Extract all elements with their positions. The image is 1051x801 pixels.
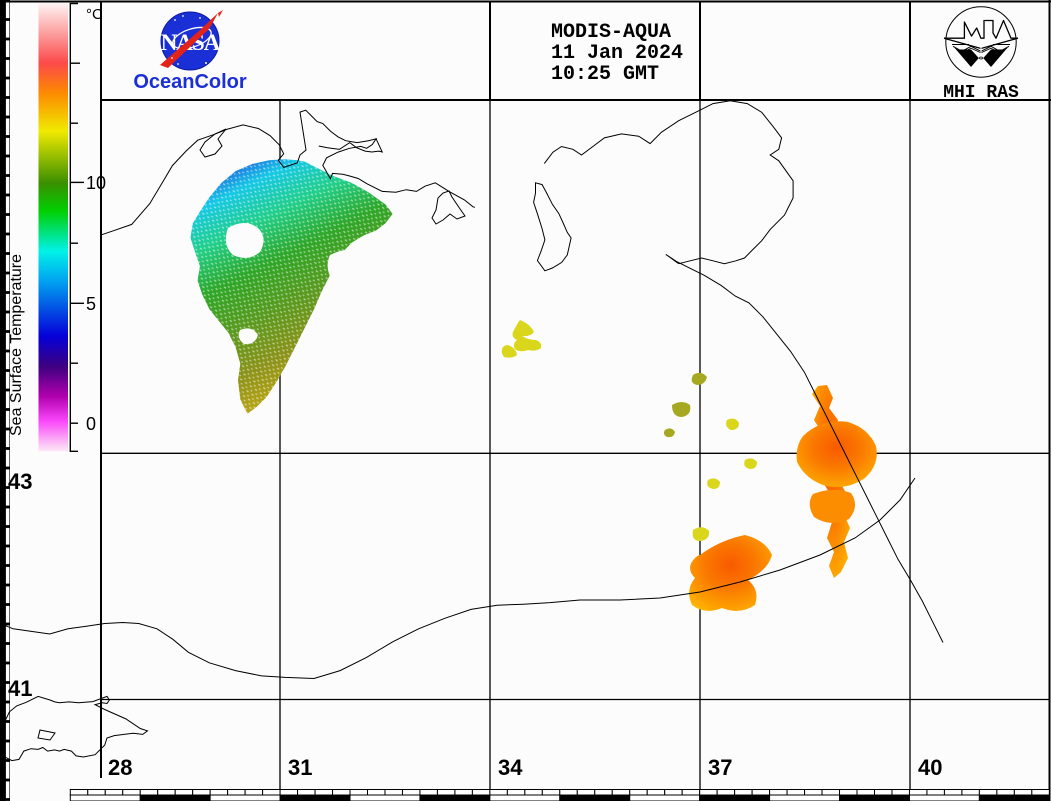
- svg-text:41: 41: [8, 676, 32, 701]
- svg-text:MODIS-AQUA: MODIS-AQUA: [551, 21, 671, 44]
- svg-text:Sea Surface Temperature: Sea Surface Temperature: [8, 254, 25, 436]
- svg-text:0: 0: [86, 414, 96, 434]
- svg-text:40: 40: [918, 755, 942, 780]
- svg-text:°C: °C: [86, 6, 103, 23]
- svg-text:10: 10: [86, 173, 106, 193]
- svg-text:37: 37: [708, 755, 732, 780]
- svg-text:10:25 GMT: 10:25 GMT: [551, 63, 659, 86]
- svg-text:31: 31: [288, 755, 312, 780]
- svg-text:MHI RAS: MHI RAS: [943, 83, 1019, 103]
- svg-text:5: 5: [86, 294, 96, 314]
- svg-text:28: 28: [108, 755, 132, 780]
- svg-text:11 Jan 2024: 11 Jan 2024: [551, 42, 683, 65]
- svg-text:34: 34: [498, 755, 523, 780]
- svg-text:OceanColor: OceanColor: [133, 71, 247, 93]
- svg-text:43: 43: [8, 469, 32, 494]
